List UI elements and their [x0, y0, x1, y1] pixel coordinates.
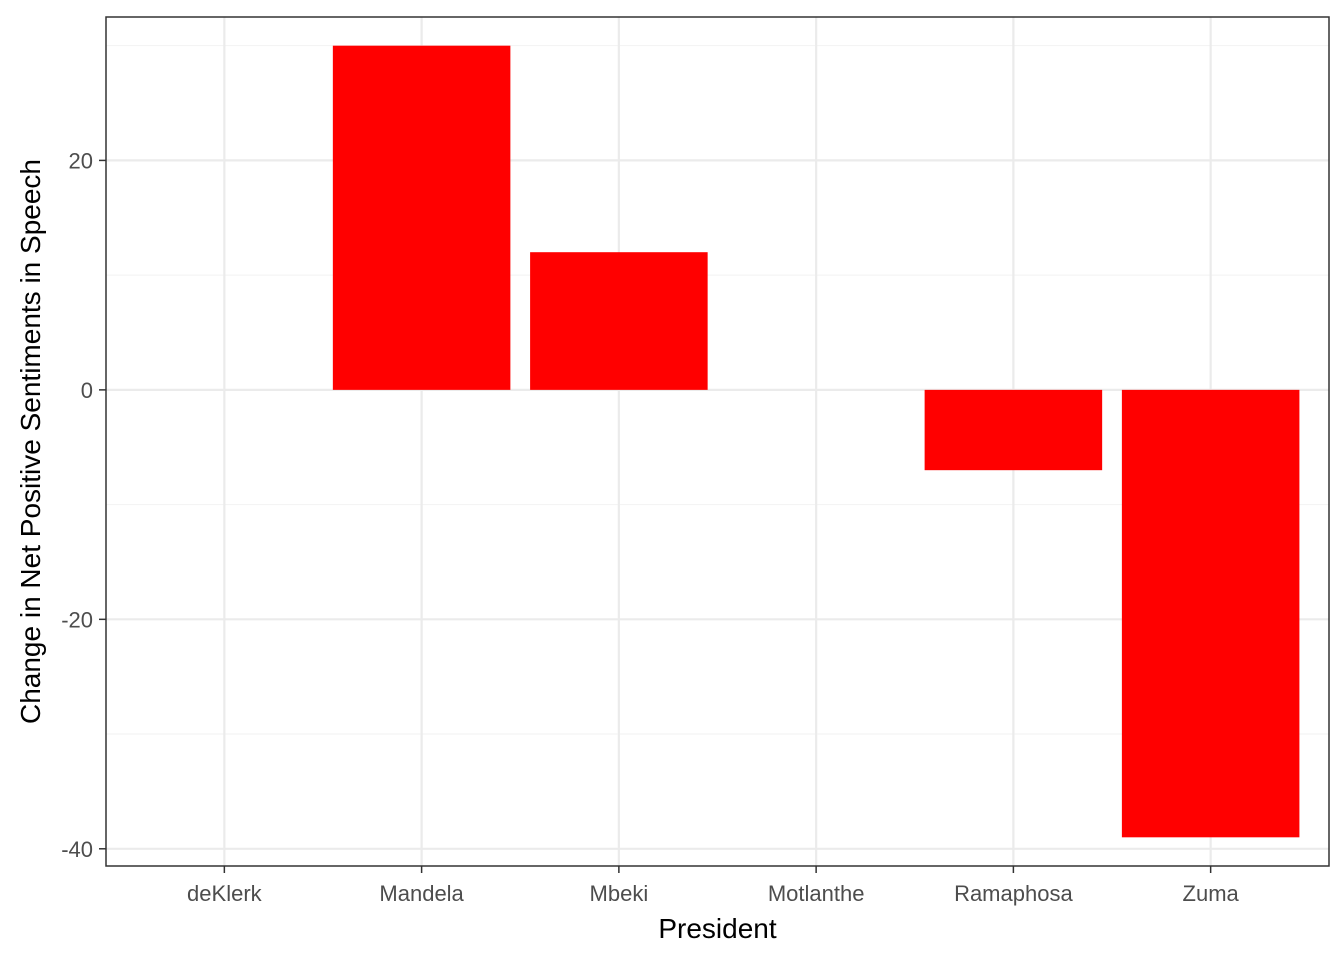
- plot-panel-border: [105, 16, 1330, 867]
- x-tick-label: Ramaphosa: [954, 881, 1073, 906]
- x-tick-label: Zuma: [1183, 881, 1240, 906]
- bar-zuma: [1121, 389, 1300, 838]
- y-axis: -40 -20 0 20: [61, 148, 106, 862]
- bars: [332, 45, 1300, 838]
- y-axis-title: Change in Net Positive Sentiments in Spe…: [15, 159, 46, 724]
- bar-mandela: [332, 45, 511, 390]
- y-tick-label: -20: [61, 607, 93, 632]
- bar-mbeki: [530, 252, 708, 390]
- x-tick-label: Mbeki: [590, 881, 649, 906]
- x-tick-label: Mandela: [379, 881, 464, 906]
- x-tick-label: Motlanthe: [768, 881, 865, 906]
- y-tick-label: 20: [69, 148, 93, 173]
- bar-ramaphosa: [924, 389, 1103, 471]
- x-axis: deKlerk Mandela Mbeki Motlanthe Ramaphosa Zum…: [187, 866, 1240, 906]
- x-tick-label: deKlerk: [187, 881, 263, 906]
- y-tick-label: 0: [81, 378, 93, 403]
- x-axis-title: President: [658, 913, 777, 944]
- y-tick-label: -40: [61, 837, 93, 862]
